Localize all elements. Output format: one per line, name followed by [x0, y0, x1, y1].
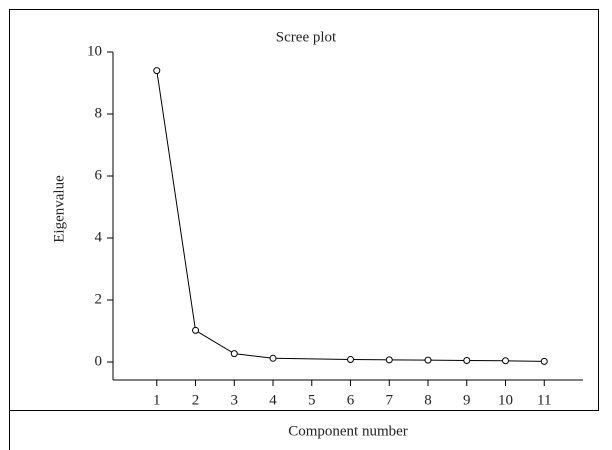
frame [9, 9, 599, 450]
x-tick-label: 5 [308, 392, 316, 408]
point [192, 326, 200, 334]
x-tick-label: 2 [192, 392, 200, 408]
y-tick-label: 4 [95, 229, 103, 245]
point [385, 356, 393, 364]
x-tick-label: 7 [386, 392, 394, 408]
y-tick-label: 10 [87, 43, 102, 59]
y-tick-label: 8 [95, 105, 103, 121]
y-tick-label: 6 [95, 167, 103, 183]
point [424, 356, 432, 364]
x-tick-label: 8 [424, 392, 432, 408]
point [230, 350, 238, 358]
y-tick-label: 2 [95, 291, 103, 307]
x-tick-label: 4 [269, 392, 277, 408]
point [269, 354, 277, 362]
x-tick-label: 11 [537, 392, 551, 408]
y-tick-label: 0 [95, 353, 103, 369]
x-tick-label: 9 [463, 392, 471, 408]
point [153, 67, 161, 75]
x-axis-label: Component number [288, 423, 408, 439]
y-axis-label: Eigenvalue [51, 175, 67, 243]
point [463, 356, 471, 364]
x-tick-label: 6 [347, 392, 355, 408]
series-line [156, 70, 545, 362]
x-tick-label: 3 [231, 392, 239, 408]
point [540, 357, 548, 365]
point [347, 356, 355, 364]
x-tick-label: 10 [498, 392, 513, 408]
x-tick-label: 1 [153, 392, 161, 408]
chart-title: Scree plot [276, 29, 337, 45]
point [502, 357, 510, 365]
